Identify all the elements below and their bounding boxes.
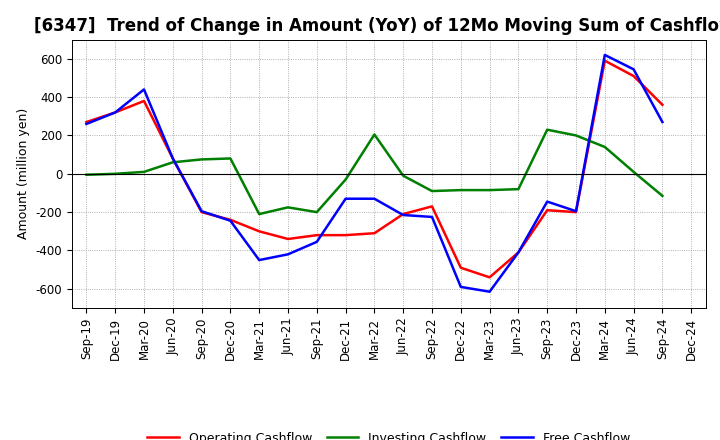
Investing Cashflow (456, 187, 465, 193)
Operating Cashflow (341, 232, 350, 238)
Free Cashflow (629, 67, 638, 72)
Free Cashflow (341, 196, 350, 202)
Line: Free Cashflow: Free Cashflow (86, 55, 662, 292)
Free Cashflow (428, 214, 436, 220)
Legend: Operating Cashflow, Investing Cashflow, Free Cashflow: Operating Cashflow, Investing Cashflow, … (143, 427, 635, 440)
Investing Cashflow (312, 209, 321, 215)
Operating Cashflow (370, 231, 379, 236)
Investing Cashflow (284, 205, 292, 210)
Operating Cashflow (428, 204, 436, 209)
Operating Cashflow (600, 58, 609, 63)
Operating Cashflow (658, 102, 667, 107)
Free Cashflow (255, 257, 264, 263)
Free Cashflow (572, 209, 580, 214)
Operating Cashflow (485, 275, 494, 280)
Operating Cashflow (543, 208, 552, 213)
Free Cashflow (456, 284, 465, 290)
Free Cashflow (312, 239, 321, 245)
Investing Cashflow (140, 169, 148, 175)
Title: [6347]  Trend of Change in Amount (YoY) of 12Mo Moving Sum of Cashflows: [6347] Trend of Change in Amount (YoY) o… (34, 17, 720, 35)
Investing Cashflow (543, 127, 552, 132)
Operating Cashflow (284, 236, 292, 242)
Free Cashflow (82, 121, 91, 127)
Free Cashflow (197, 209, 206, 214)
Free Cashflow (399, 213, 408, 218)
Free Cashflow (226, 218, 235, 224)
Investing Cashflow (168, 160, 177, 165)
Investing Cashflow (399, 173, 408, 178)
Investing Cashflow (428, 188, 436, 194)
Operating Cashflow (82, 119, 91, 125)
Line: Investing Cashflow: Investing Cashflow (86, 130, 662, 214)
Line: Operating Cashflow: Operating Cashflow (86, 61, 662, 277)
Free Cashflow (600, 52, 609, 58)
Investing Cashflow (370, 132, 379, 137)
Investing Cashflow (485, 187, 494, 193)
Investing Cashflow (255, 211, 264, 216)
Free Cashflow (370, 196, 379, 202)
Operating Cashflow (514, 250, 523, 255)
Operating Cashflow (140, 98, 148, 103)
Free Cashflow (140, 87, 148, 92)
Operating Cashflow (111, 110, 120, 115)
Operating Cashflow (226, 217, 235, 223)
Investing Cashflow (111, 171, 120, 176)
Free Cashflow (658, 119, 667, 125)
Investing Cashflow (341, 177, 350, 182)
Free Cashflow (111, 110, 120, 115)
Operating Cashflow (629, 73, 638, 79)
Investing Cashflow (82, 172, 91, 177)
Operating Cashflow (312, 232, 321, 238)
Operating Cashflow (197, 209, 206, 215)
Investing Cashflow (600, 144, 609, 150)
Operating Cashflow (255, 229, 264, 234)
Investing Cashflow (197, 157, 206, 162)
Free Cashflow (284, 252, 292, 257)
Y-axis label: Amount (million yen): Amount (million yen) (17, 108, 30, 239)
Operating Cashflow (456, 265, 465, 270)
Free Cashflow (168, 156, 177, 161)
Investing Cashflow (572, 133, 580, 138)
Investing Cashflow (514, 187, 523, 192)
Operating Cashflow (572, 209, 580, 215)
Investing Cashflow (629, 169, 638, 175)
Investing Cashflow (658, 193, 667, 198)
Free Cashflow (514, 250, 523, 255)
Investing Cashflow (226, 156, 235, 161)
Operating Cashflow (168, 156, 177, 161)
Free Cashflow (485, 289, 494, 294)
Operating Cashflow (399, 211, 408, 216)
Free Cashflow (543, 199, 552, 204)
